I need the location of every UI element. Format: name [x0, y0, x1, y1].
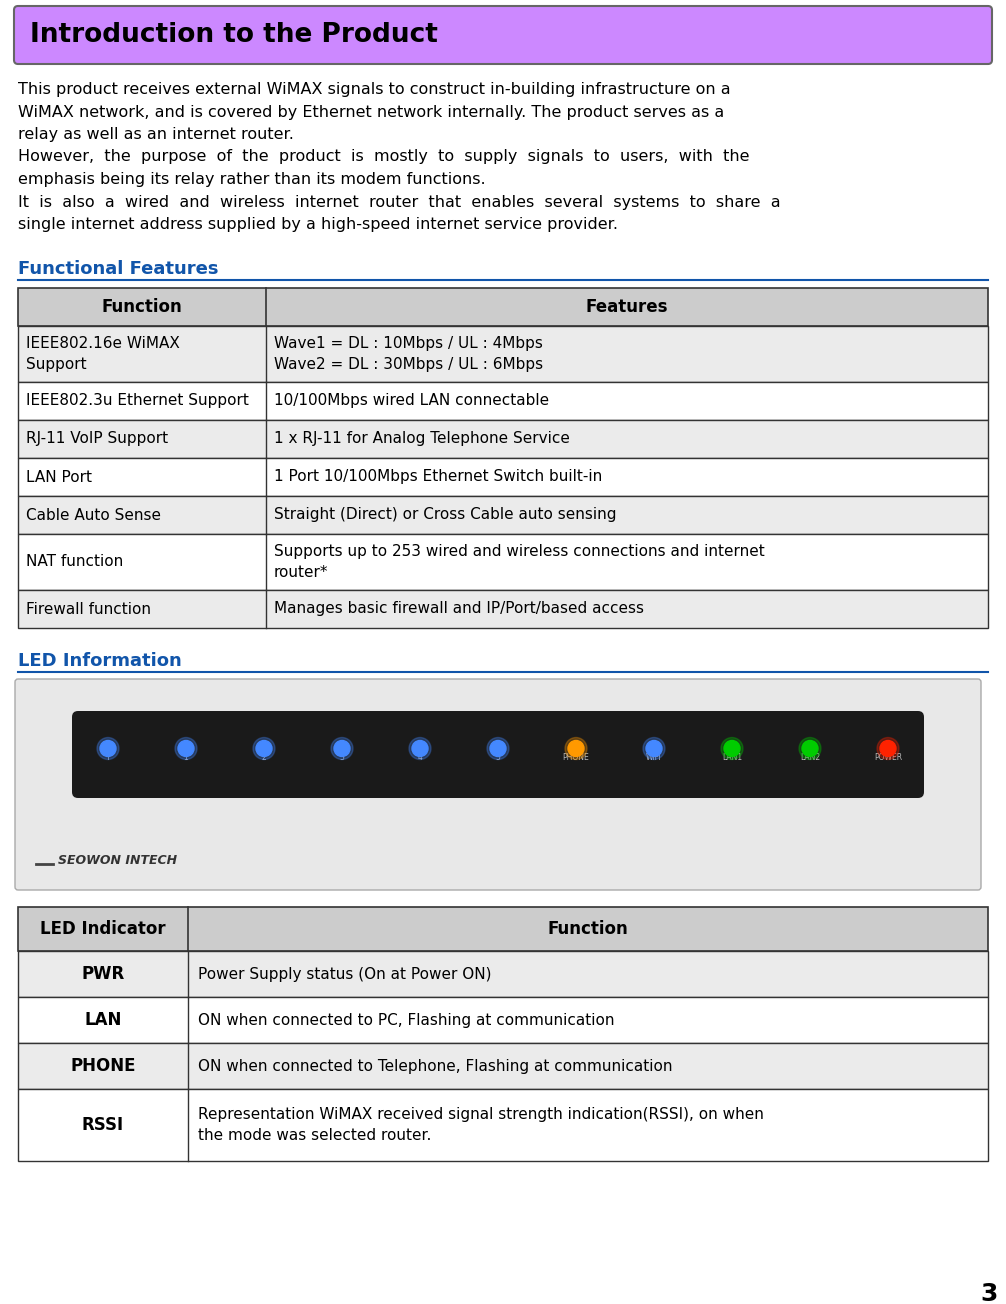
Bar	[18, 951, 988, 998]
Text: This product receives external WiMAX signals to construct in-building infrastruc: This product receives external WiMAX sig…	[18, 82, 730, 96]
Bar	[18, 908, 988, 951]
Text: Firewall function: Firewall function	[26, 601, 151, 617]
Circle shape	[565, 738, 586, 759]
Circle shape	[253, 738, 275, 759]
Text: SEOWON INTECH: SEOWON INTECH	[58, 854, 177, 867]
Text: T: T	[106, 754, 111, 763]
Circle shape	[256, 741, 272, 756]
Text: IEEE802.3u Ethernet Support: IEEE802.3u Ethernet Support	[26, 394, 248, 408]
Text: Supports up to 253 wired and wireless connections and internet
router*: Supports up to 253 wired and wireless co…	[274, 544, 765, 580]
Text: IEEE802.16e WiMAX
Support: IEEE802.16e WiMAX Support	[26, 336, 180, 372]
Circle shape	[97, 738, 119, 759]
Circle shape	[802, 741, 818, 756]
Text: Cable Auto Sense: Cable Auto Sense	[26, 507, 161, 523]
Text: ON when connected to PC, Flashing at communication: ON when connected to PC, Flashing at com…	[198, 1012, 615, 1028]
Circle shape	[100, 741, 116, 756]
Circle shape	[646, 741, 662, 756]
Text: single internet address supplied by a high-speed internet service provider.: single internet address supplied by a hi…	[18, 216, 618, 232]
Bar	[18, 458, 988, 496]
Circle shape	[721, 738, 743, 759]
FancyBboxPatch shape	[15, 679, 981, 891]
Text: Functional Features: Functional Features	[18, 259, 218, 278]
Text: LED Indicator: LED Indicator	[40, 921, 166, 938]
Text: 5: 5	[496, 754, 500, 763]
FancyBboxPatch shape	[72, 711, 924, 798]
Text: RSSI: RSSI	[81, 1116, 124, 1134]
Bar	[18, 998, 988, 1043]
Text: 4: 4	[417, 754, 423, 763]
Circle shape	[412, 741, 428, 756]
Text: Function: Function	[102, 299, 182, 316]
Text: Introduction to the Product: Introduction to the Product	[30, 22, 438, 48]
Text: LAN: LAN	[85, 1011, 122, 1029]
Text: Representation WiMAX received signal strength indication(RSSI), on when
the mode: Representation WiMAX received signal str…	[198, 1107, 764, 1144]
Text: NAT function: NAT function	[26, 554, 124, 570]
Circle shape	[409, 738, 431, 759]
Circle shape	[643, 738, 665, 759]
Text: Manages basic firewall and IP/Port/based access: Manages basic firewall and IP/Port/based…	[274, 601, 644, 617]
Bar	[18, 1043, 988, 1089]
Text: LAN2: LAN2	[800, 754, 820, 763]
Text: ON when connected to Telephone, Flashing at communication: ON when connected to Telephone, Flashing…	[198, 1059, 672, 1073]
Text: Wave1 = DL : 10Mbps / UL : 4Mbps
Wave2 = DL : 30Mbps / UL : 6Mbps: Wave1 = DL : 10Mbps / UL : 4Mbps Wave2 =…	[274, 336, 543, 372]
Text: However,  the  purpose  of  the  product  is  mostly  to  supply  signals  to  u: However, the purpose of the product is m…	[18, 150, 749, 164]
Circle shape	[490, 741, 506, 756]
Bar	[18, 420, 988, 458]
Bar	[18, 496, 988, 535]
Bar	[18, 589, 988, 629]
Bar	[18, 382, 988, 420]
Bar	[18, 288, 988, 326]
Text: Straight (Direct) or Cross Cable auto sensing: Straight (Direct) or Cross Cable auto se…	[274, 507, 617, 523]
Text: Features: Features	[585, 299, 668, 316]
Text: 1 x RJ-11 for Analog Telephone Service: 1 x RJ-11 for Analog Telephone Service	[274, 432, 569, 446]
Circle shape	[799, 738, 821, 759]
Bar	[18, 326, 988, 382]
Text: 1 Port 10/100Mbps Ethernet Switch built-in: 1 Port 10/100Mbps Ethernet Switch built-…	[274, 469, 603, 485]
Text: LED Information: LED Information	[18, 652, 182, 670]
Text: 10/100Mbps wired LAN connectable: 10/100Mbps wired LAN connectable	[274, 394, 549, 408]
Text: LAN Port: LAN Port	[26, 469, 92, 485]
Text: POWER: POWER	[874, 754, 902, 763]
Circle shape	[334, 741, 350, 756]
Text: 2: 2	[262, 754, 267, 763]
Text: It  is  also  a  wired  and  wireless  internet  router  that  enables  several : It is also a wired and wireless internet…	[18, 194, 781, 210]
Circle shape	[175, 738, 197, 759]
Text: Power Supply status (On at Power ON): Power Supply status (On at Power ON)	[198, 966, 492, 982]
Text: 3: 3	[981, 1282, 998, 1304]
Circle shape	[487, 738, 509, 759]
Circle shape	[724, 741, 740, 756]
Text: PWR: PWR	[81, 965, 125, 983]
Text: emphasis being its relay rather than its modem functions.: emphasis being its relay rather than its…	[18, 172, 486, 186]
Circle shape	[880, 741, 896, 756]
Text: WiMAX network, and is covered by Ethernet network internally. The product serves: WiMAX network, and is covered by Etherne…	[18, 104, 724, 120]
Text: WiFi: WiFi	[646, 754, 662, 763]
Text: LAN1: LAN1	[722, 754, 742, 763]
Text: RJ-11 VoIP Support: RJ-11 VoIP Support	[26, 432, 168, 446]
Text: 3: 3	[340, 754, 344, 763]
Text: PHONE: PHONE	[562, 754, 590, 763]
Text: PHONE: PHONE	[70, 1058, 136, 1074]
Circle shape	[568, 741, 584, 756]
Bar	[18, 1089, 988, 1161]
Text: relay as well as an internet router.: relay as well as an internet router.	[18, 126, 294, 142]
FancyBboxPatch shape	[14, 7, 992, 64]
Text: 1: 1	[184, 754, 188, 763]
Text: Function: Function	[547, 921, 629, 938]
Circle shape	[178, 741, 194, 756]
Bar	[18, 535, 988, 589]
Circle shape	[331, 738, 353, 759]
Circle shape	[877, 738, 899, 759]
